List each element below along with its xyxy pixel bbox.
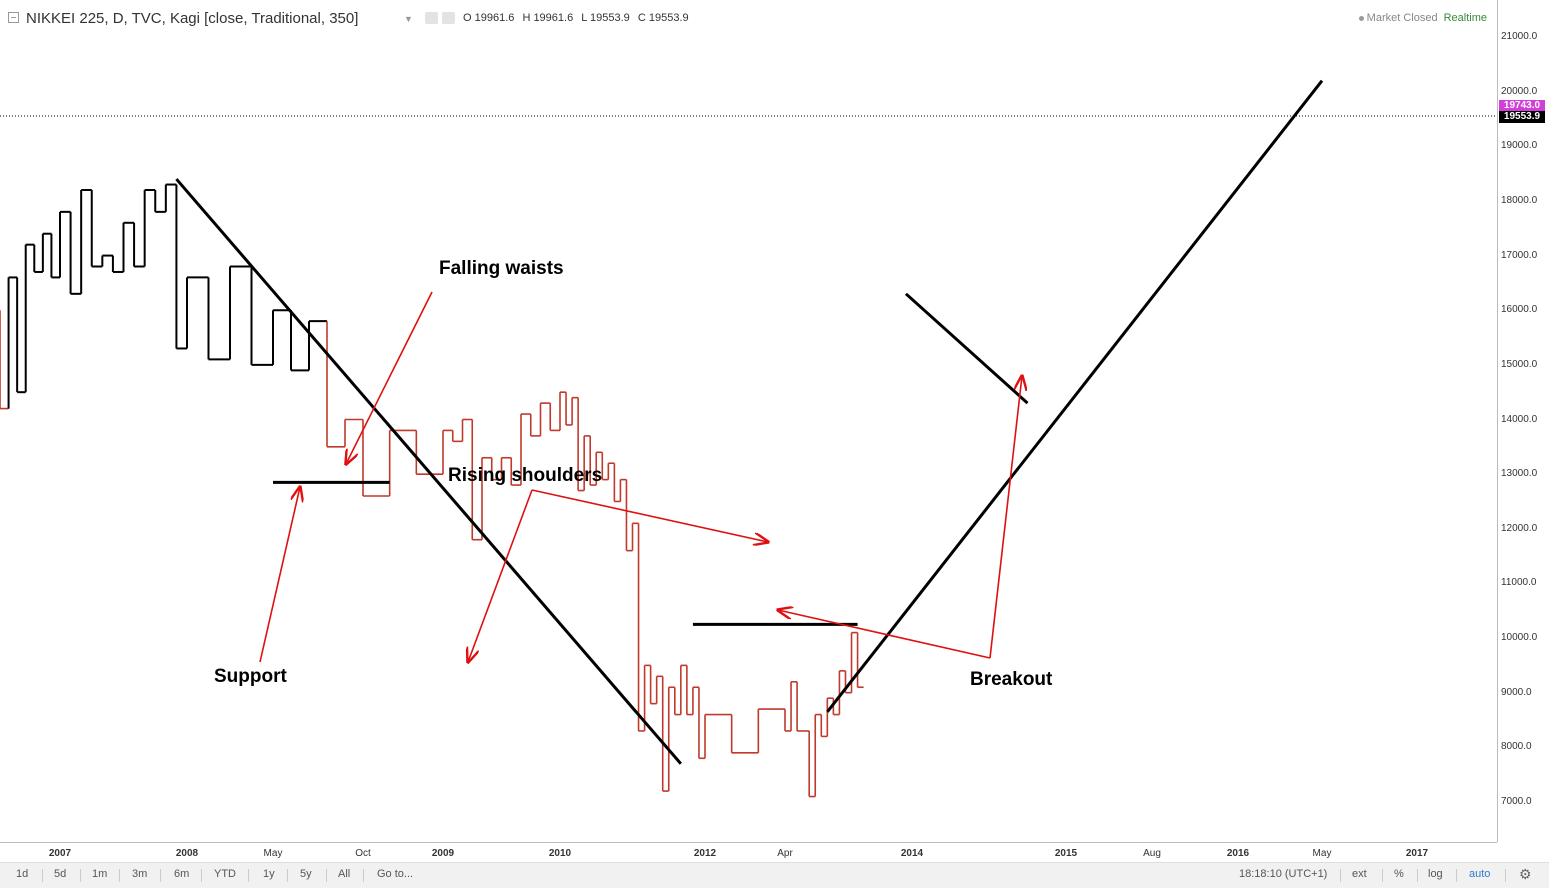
time-axis-label: 2007 <box>48 848 72 859</box>
ext-toggle[interactable]: ext <box>1352 868 1367 880</box>
divider <box>80 869 81 882</box>
range-1d-button[interactable]: 1d <box>16 868 29 880</box>
price-axis-label: 9000.0 <box>1501 686 1532 698</box>
visibility-icon[interactable] <box>425 12 438 24</box>
price-axis-label: 19000.0 <box>1501 140 1538 152</box>
price-axis-label: 7000.0 <box>1501 796 1532 807</box>
time-axis-label: Apr <box>777 848 793 859</box>
realtime-badge: Realtime <box>1443 12 1487 24</box>
annotation-rising-shoulders: Rising shoulders <box>448 465 603 486</box>
price-axis-label: 20000.0 <box>1501 85 1538 97</box>
time-axis-label: Aug <box>1143 848 1161 859</box>
price-axis-label: 18000.0 <box>1501 194 1538 206</box>
time-axis-label: May <box>1312 848 1332 859</box>
open-value: O 19961.6 <box>463 12 515 24</box>
divider <box>1382 869 1383 882</box>
time-axis-label: 2017 <box>1405 848 1429 859</box>
annotation-arrow <box>259 487 300 663</box>
clock-timezone[interactable]: 18:18:10 (UTC+1) <box>1239 868 1328 880</box>
chart-header: NIKKEI 225, D, TVC, Kagi [close, Traditi… <box>0 0 1497 36</box>
status-dot-icon <box>1358 15 1364 21</box>
divider <box>248 869 249 882</box>
gear-icon[interactable]: ⚙ <box>1519 866 1532 882</box>
auto-scale-toggle[interactable]: auto <box>1469 868 1491 880</box>
range-5y-button[interactable]: 5y <box>300 868 312 880</box>
price-tag-high: 19743.0 <box>1499 100 1545 112</box>
range-1m-button[interactable]: 1m <box>92 868 108 880</box>
price-axis-label: 21000.0 <box>1501 31 1538 42</box>
divider <box>119 869 120 882</box>
price-axis-label: 17000.0 <box>1501 249 1538 261</box>
range-3m-button[interactable]: 3m <box>132 868 148 880</box>
low-value: L 19553.9 <box>581 12 630 24</box>
price-axis-label: 13000.0 <box>1501 468 1538 480</box>
annotation-arrow <box>531 489 768 542</box>
percent-toggle[interactable]: % <box>1394 868 1404 880</box>
price-axis-label: 8000.0 <box>1501 741 1532 753</box>
kagi-chart[interactable] <box>0 0 1497 842</box>
annotation-arrow <box>346 291 433 464</box>
divider <box>1417 869 1418 882</box>
annotation-support: Support <box>214 666 287 687</box>
trendline <box>826 79 1324 713</box>
chevron-down-icon[interactable]: ▼ <box>404 14 413 24</box>
time-axis-label: Oct <box>355 848 371 859</box>
range-1y-button[interactable]: 1y <box>263 868 275 880</box>
time-axis-label: 2014 <box>900 848 924 859</box>
time-axis-label: 2015 <box>1054 848 1078 859</box>
annotation-arrow <box>989 376 1022 659</box>
log-toggle[interactable]: log <box>1428 868 1443 880</box>
time-axis-label: 2008 <box>175 848 199 859</box>
price-axis-label: 16000.0 <box>1501 304 1538 316</box>
time-axis-label: 2016 <box>1226 848 1250 859</box>
divider <box>1505 869 1506 882</box>
time-axis-label: May <box>263 848 283 859</box>
divider <box>42 869 43 882</box>
range-all-button[interactable]: All <box>338 868 351 880</box>
range-5d-button[interactable]: 5d <box>54 868 67 880</box>
price-axis-label: 14000.0 <box>1501 413 1538 425</box>
go-to-button[interactable]: Go to... <box>377 868 414 880</box>
divider <box>160 869 161 882</box>
market-status-area: Market Closed Realtime <box>1358 12 1487 24</box>
bottom-toolbar: 1d 5d 1m 3m 6m YTD 1y 5y All Go to... 18… <box>0 862 1549 888</box>
time-axis-border <box>0 842 1497 843</box>
kagi-series <box>0 183 864 798</box>
trendline <box>175 178 682 765</box>
time-axis-label: 2012 <box>693 848 717 859</box>
annotation-breakout: Breakout <box>970 669 1053 690</box>
ohlc-readout: O 19961.6 H 19961.6 L 19553.9 C 19553.9 <box>463 12 694 24</box>
price-tag-last: 19553.9 <box>1499 111 1545 123</box>
market-status-text: Market Closed <box>1366 12 1438 24</box>
time-axis-label: 2009 <box>431 848 455 859</box>
high-value: H 19961.6 <box>522 12 574 24</box>
price-axis-label: 10000.0 <box>1501 632 1538 644</box>
divider <box>201 869 202 882</box>
divider <box>1456 869 1457 882</box>
annotation-arrows <box>259 291 1022 663</box>
trendline <box>904 292 1029 405</box>
divider <box>1340 869 1341 882</box>
collapse-icon[interactable] <box>8 12 19 23</box>
time-axis-label: 2010 <box>548 848 572 859</box>
divider <box>326 869 327 882</box>
close-value: C 19553.9 <box>637 12 689 24</box>
settings-icon[interactable] <box>442 12 455 24</box>
divider <box>287 869 288 882</box>
annotation-falling-waists: Falling waists <box>439 258 564 279</box>
price-axis-border <box>1497 0 1498 842</box>
divider <box>363 869 364 882</box>
annotation-arrow <box>778 610 991 659</box>
range-ytd-button[interactable]: YTD <box>214 868 236 880</box>
symbol-title[interactable]: NIKKEI 225, D, TVC, Kagi [close, Traditi… <box>26 10 359 27</box>
annotation-arrow <box>468 489 533 662</box>
price-axis-label: 15000.0 <box>1501 358 1538 370</box>
range-6m-button[interactable]: 6m <box>174 868 190 880</box>
trendlines <box>175 79 1324 765</box>
price-axis-label: 11000.0 <box>1501 577 1537 589</box>
price-axis-label: 12000.0 <box>1501 522 1538 534</box>
